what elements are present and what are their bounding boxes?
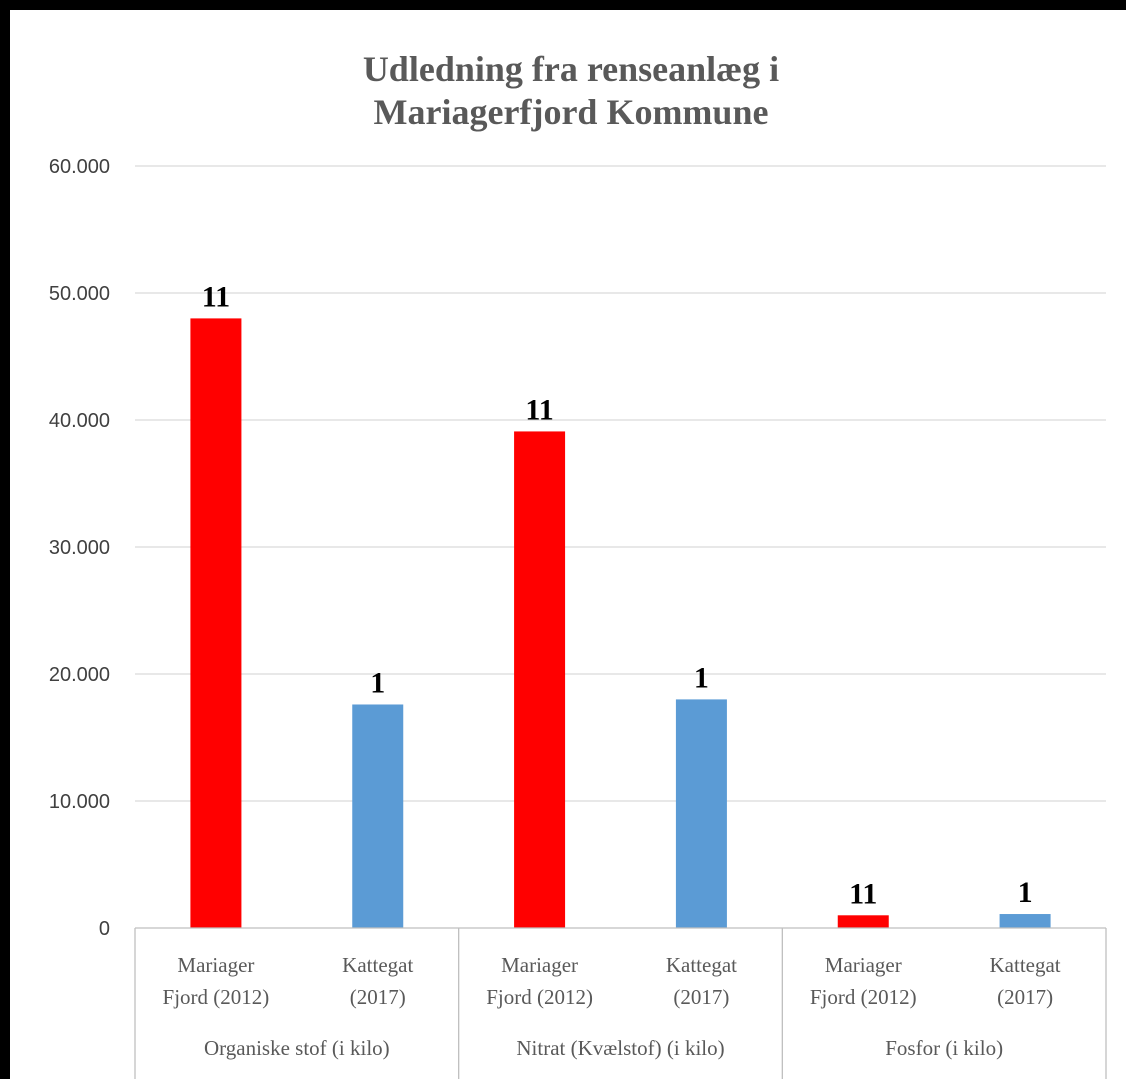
- x-category-label: (2017): [997, 985, 1053, 1009]
- y-tick-label: 0: [99, 918, 110, 940]
- bar: [837, 915, 889, 928]
- x-category-label: Fjord (2012): [486, 985, 593, 1009]
- data-label: 1: [370, 666, 385, 699]
- x-category-label: Kattegat: [666, 953, 737, 977]
- x-group-label: Nitrat (Kvælstof) (i kilo): [516, 1036, 724, 1060]
- x-category-label: Mariager: [825, 953, 902, 977]
- chart-frame: Udledning fra renseanlæg i Mariagerfjord…: [10, 10, 1126, 1079]
- y-tick-label: 40.000: [49, 410, 110, 432]
- bar: [999, 914, 1051, 928]
- data-label: 11: [849, 877, 877, 910]
- data-label: 1: [694, 661, 709, 694]
- chart: Udledning fra renseanlæg i Mariagerfjord…: [49, 49, 1107, 1079]
- x-axis: Mariager Fjord (2012) Kattegat (2017) Organi…: [134, 927, 1107, 1079]
- x-category-label: Kattegat: [342, 953, 413, 977]
- x-category-label: Fjord (2012): [163, 985, 270, 1009]
- x-category-label: Mariager: [177, 953, 254, 977]
- x-category-label: (2017): [350, 985, 406, 1009]
- x-category-label: (2017): [673, 985, 729, 1009]
- data-label: 1: [1018, 876, 1033, 909]
- y-axis: 0 10.000 20.000 30.000 40.000 50.000 60.000: [49, 156, 110, 940]
- y-tick-label: 20.000: [49, 664, 110, 686]
- data-label: 11: [202, 280, 230, 313]
- chart-title-line-2: Mariagerfjord Kommune: [374, 92, 769, 132]
- x-category-label: Mariager: [501, 953, 578, 977]
- bar: [352, 704, 404, 928]
- y-tick-label: 50.000: [49, 283, 110, 305]
- bar: [675, 699, 727, 928]
- bar: [514, 431, 566, 928]
- chart-title-line-1: Udledning fra renseanlæg i: [363, 49, 779, 89]
- x-category-label: Fjord (2012): [810, 985, 917, 1009]
- x-group-label: Fosfor (i kilo): [885, 1036, 1003, 1060]
- bar: [190, 318, 242, 928]
- y-tick-label: 30.000: [49, 537, 110, 559]
- y-tick-label: 60.000: [49, 156, 110, 178]
- y-tick-label: 10.000: [49, 791, 110, 813]
- gridlines: [135, 165, 1106, 802]
- x-group-label: Organiske stof (i kilo): [204, 1036, 390, 1060]
- data-label: 11: [525, 393, 553, 426]
- x-category-label: Kattegat: [990, 953, 1061, 977]
